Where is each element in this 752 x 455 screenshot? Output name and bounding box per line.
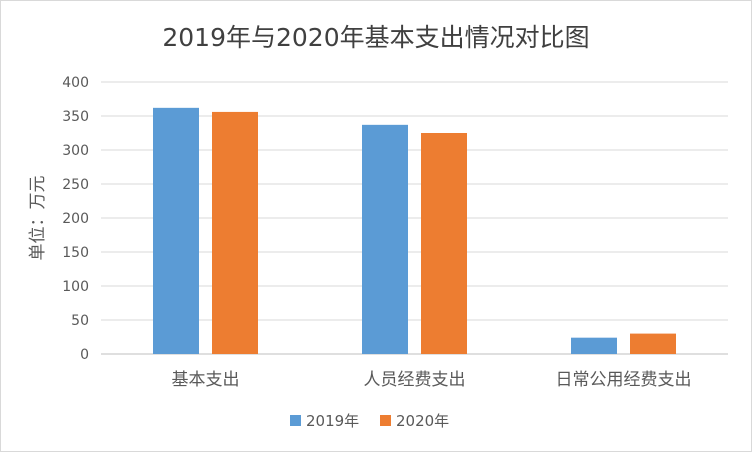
y-axis-label: 单位：万元	[28, 176, 48, 261]
y-tick-label: 350	[62, 109, 89, 125]
y-tick-label: 50	[71, 313, 89, 329]
legend: 2019年 2020年	[290, 412, 449, 430]
gridlines	[101, 81, 728, 355]
bar	[153, 107, 199, 354]
bar	[212, 111, 258, 354]
bar	[362, 124, 408, 354]
chart-title: 2019年与2020年基本支出情况对比图	[162, 23, 589, 52]
bar	[571, 337, 617, 354]
bars	[153, 107, 676, 354]
x-tick-label: 日常公用经费支出	[556, 370, 692, 390]
x-axis-ticks: 基本支出 人员经费支出 日常公用经费支出	[172, 370, 692, 390]
bar	[630, 333, 676, 354]
y-axis-ticks: 0 50 100 150 200 250 300 350 400	[62, 75, 89, 363]
legend-swatch	[380, 415, 391, 426]
legend-label: 2020年	[396, 412, 449, 430]
legend-swatch	[290, 415, 301, 426]
bar	[421, 133, 467, 354]
y-tick-label: 0	[80, 347, 89, 363]
x-tick-label: 基本支出	[172, 370, 240, 390]
y-tick-label: 200	[62, 211, 89, 227]
y-tick-label: 150	[62, 245, 89, 261]
legend-label: 2019年	[306, 412, 359, 430]
y-tick-label: 300	[62, 143, 89, 159]
y-tick-label: 100	[62, 279, 89, 295]
x-tick-label: 人员经费支出	[364, 370, 466, 390]
y-tick-label: 250	[62, 177, 89, 193]
y-tick-label: 400	[62, 75, 89, 91]
